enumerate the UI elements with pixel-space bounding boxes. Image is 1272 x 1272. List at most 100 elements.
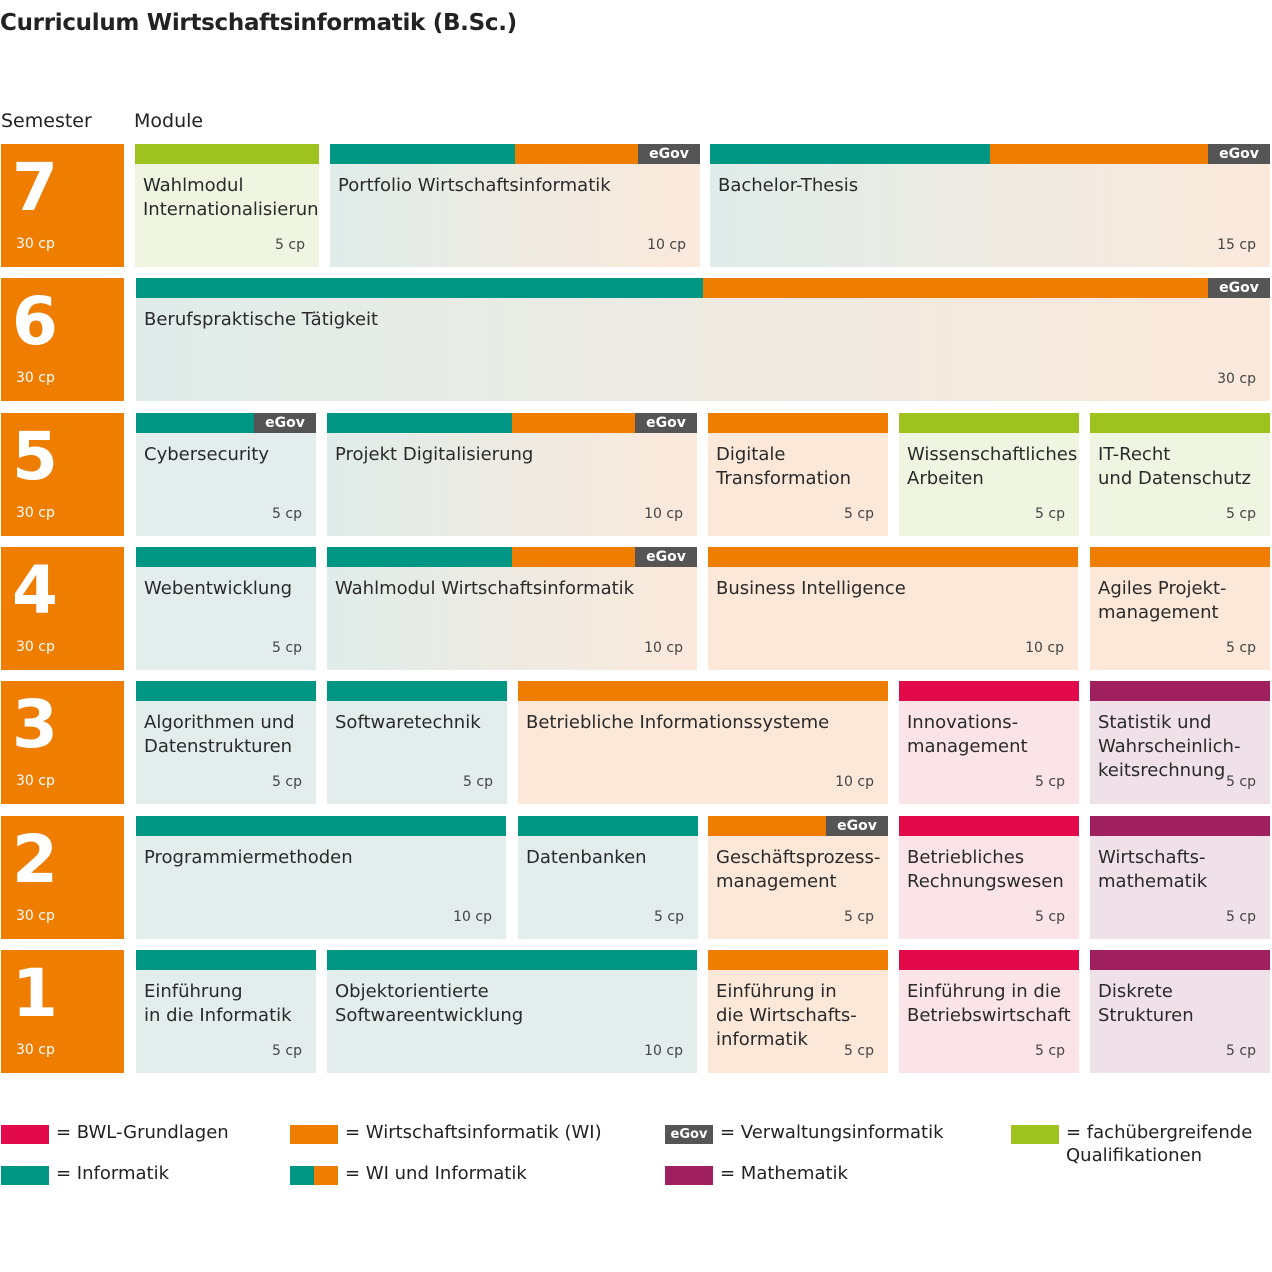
module-credits: 5 cp — [1226, 1043, 1256, 1059]
egov-badge: eGov — [635, 547, 697, 567]
module-card: Wirtschafts- mathematik 5 cp — [1090, 816, 1270, 939]
module-name: Wahlmodul Wirtschaftsinformatik — [335, 578, 635, 599]
module-credits: 5 cp — [272, 1043, 302, 1059]
module-card: Wissenschaftliches Arbeiten 5 cp — [899, 413, 1079, 536]
semester-number: 3 — [12, 686, 58, 763]
module-card: eGov Portfolio Wirtschaftsinformatik 10 cp — [330, 144, 700, 267]
semester-credits: 30 cp — [16, 908, 55, 924]
module-card: Programmiermethoden 10 cp — [136, 816, 506, 939]
egov-badge: eGov — [826, 816, 888, 836]
legend-swatch-mat — [665, 1166, 713, 1185]
semester-number: 2 — [12, 821, 58, 898]
module-card: Agiles Projekt- management 5 cp — [1090, 547, 1270, 670]
module-card: Einführung in die Wirtschafts- informati… — [708, 950, 888, 1073]
module-card: Datenbanken 5 cp — [518, 816, 698, 939]
module-credits: 5 cp — [844, 909, 874, 925]
module-name: Betriebliche Informationssysteme — [526, 712, 830, 733]
page-title: Curriculum Wirtschaftsinformatik (B.Sc.) — [0, 10, 517, 36]
category-bar — [136, 816, 506, 836]
category-bar — [899, 950, 1079, 970]
egov-badge: eGov — [254, 413, 316, 433]
category-bar — [1090, 816, 1270, 836]
semester-3-box: 3 30 cp — [1, 681, 124, 804]
egov-badge: eGov — [638, 144, 700, 164]
module-name: Webentwicklung — [144, 578, 293, 599]
module-card: Algorithmen und Datenstrukturen 5 cp — [136, 681, 316, 804]
module-name: Agiles Projekt- management — [1098, 578, 1227, 623]
module-header: Module — [134, 110, 204, 132]
semester-4-box: 4 30 cp — [1, 547, 124, 670]
category-bar — [708, 413, 888, 433]
module-name: Einführung in die Wirtschafts- informati… — [716, 981, 857, 1050]
category-bar — [136, 681, 316, 701]
semester-header: Semester — [1, 110, 92, 132]
module-credits: 10 cp — [644, 1043, 683, 1059]
legend-label-wi: = Wirtschaftsinformatik (WI) — [345, 1122, 602, 1143]
module-credits: 10 cp — [453, 909, 492, 925]
semester-number: 6 — [12, 283, 58, 360]
module-card: Einführung in die Informatik 5 cp — [136, 950, 316, 1073]
module-card: Diskrete Strukturen 5 cp — [1090, 950, 1270, 1073]
module-credits: 10 cp — [644, 506, 683, 522]
module-name: Cybersecurity — [144, 444, 269, 465]
semester-number: 5 — [12, 418, 58, 495]
module-credits: 5 cp — [1226, 909, 1256, 925]
category-bar — [708, 950, 888, 970]
legend-label-inf: = Informatik — [56, 1163, 170, 1184]
module-credits: 5 cp — [275, 237, 305, 253]
module-name: Wirtschafts- mathematik — [1098, 847, 1208, 892]
category-bar — [327, 950, 697, 970]
module-credits: 5 cp — [1035, 909, 1065, 925]
legend-label-mat: = Mathematik — [720, 1163, 848, 1184]
semester-2-box: 2 30 cp — [1, 816, 124, 939]
module-credits: 30 cp — [1217, 371, 1256, 387]
category-bar — [1090, 681, 1270, 701]
category-bar — [518, 681, 888, 701]
module-name: IT-Recht und Datenschutz — [1098, 444, 1251, 489]
semester-credits: 30 cp — [16, 505, 55, 521]
module-card: Einführung in die Betriebswirtschaft 5 cp — [899, 950, 1079, 1073]
category-bar — [1090, 547, 1270, 567]
module-credits: 5 cp — [1226, 774, 1256, 790]
module-name: Objektorientierte Softwareentwicklung — [335, 981, 524, 1026]
category-bar — [1090, 413, 1270, 433]
module-card: Objektorientierte Softwareentwicklung 10 … — [327, 950, 697, 1073]
module-card: Wahlmodul Internationalisierung 5 cp — [135, 144, 319, 267]
semester-credits: 30 cp — [16, 773, 55, 789]
module-card: eGov Projekt Digitalisierung 10 cp — [327, 413, 697, 536]
module-credits: 5 cp — [272, 506, 302, 522]
module-card: Innovations- management 5 cp — [899, 681, 1079, 804]
module-name: Digitale Transformation — [716, 444, 852, 489]
module-card: eGov Geschäftsprozess- management 5 cp — [708, 816, 888, 939]
module-credits: 5 cp — [844, 506, 874, 522]
module-name: Geschäftsprozess- management — [716, 847, 881, 892]
semester-credits: 30 cp — [16, 639, 55, 655]
module-name: Betriebliches Rechnungswesen — [907, 847, 1064, 892]
module-credits: 5 cp — [1035, 1043, 1065, 1059]
semester-number: 1 — [12, 955, 58, 1032]
module-card: Webentwicklung 5 cp — [136, 547, 316, 670]
category-bar — [136, 547, 316, 567]
module-name: Statistik und Wahrscheinlich- keitsrechn… — [1098, 712, 1241, 781]
module-name: Innovations- management — [907, 712, 1028, 757]
module-card: Statistik und Wahrscheinlich- keitsrechn… — [1090, 681, 1270, 804]
module-card: eGov Bachelor-Thesis 15 cp — [710, 144, 1270, 267]
module-credits: 5 cp — [272, 640, 302, 656]
module-name: Business Intelligence — [716, 578, 906, 599]
egov-badge: eGov — [1208, 144, 1270, 164]
legend-swatch-egov: eGov — [665, 1125, 713, 1144]
legend-label-mix: = WI und Informatik — [345, 1163, 527, 1184]
module-name: Wissenschaftliches Arbeiten — [907, 444, 1078, 489]
module-credits: 5 cp — [1226, 640, 1256, 656]
category-bar — [136, 278, 1270, 298]
module-credits: 5 cp — [1035, 506, 1065, 522]
legend-swatch-inf — [1, 1166, 49, 1185]
module-name: Einführung in die Betriebswirtschaft — [907, 981, 1071, 1026]
module-name: Portfolio Wirtschaftsinformatik — [338, 175, 611, 196]
module-card: Betriebliche Informationssysteme 10 cp — [518, 681, 888, 804]
semester-number: 7 — [12, 149, 58, 226]
module-name: Programmiermethoden — [144, 847, 353, 868]
semester-6-box: 6 30 cp — [1, 278, 124, 401]
module-credits: 10 cp — [835, 774, 874, 790]
category-bar — [327, 681, 507, 701]
